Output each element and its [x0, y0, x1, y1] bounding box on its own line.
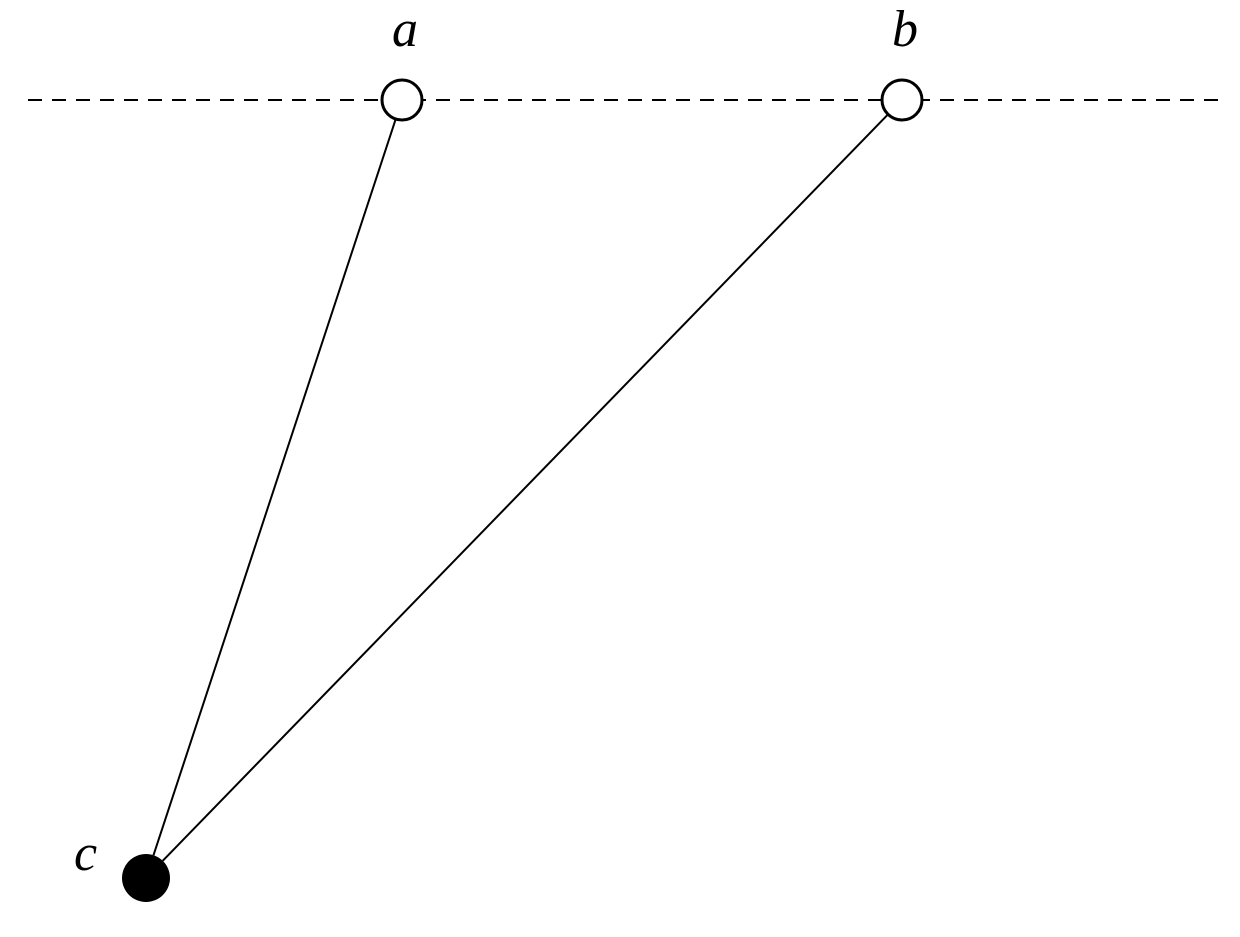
node-b [882, 80, 922, 120]
node-c [122, 854, 170, 902]
node-label-b: b [892, 1, 918, 58]
node-a [382, 80, 422, 120]
node-label-c: c [74, 825, 97, 882]
node-label-a: a [392, 1, 418, 58]
diagram-canvas: a b c [0, 0, 1240, 937]
edge-b-c [163, 114, 888, 860]
